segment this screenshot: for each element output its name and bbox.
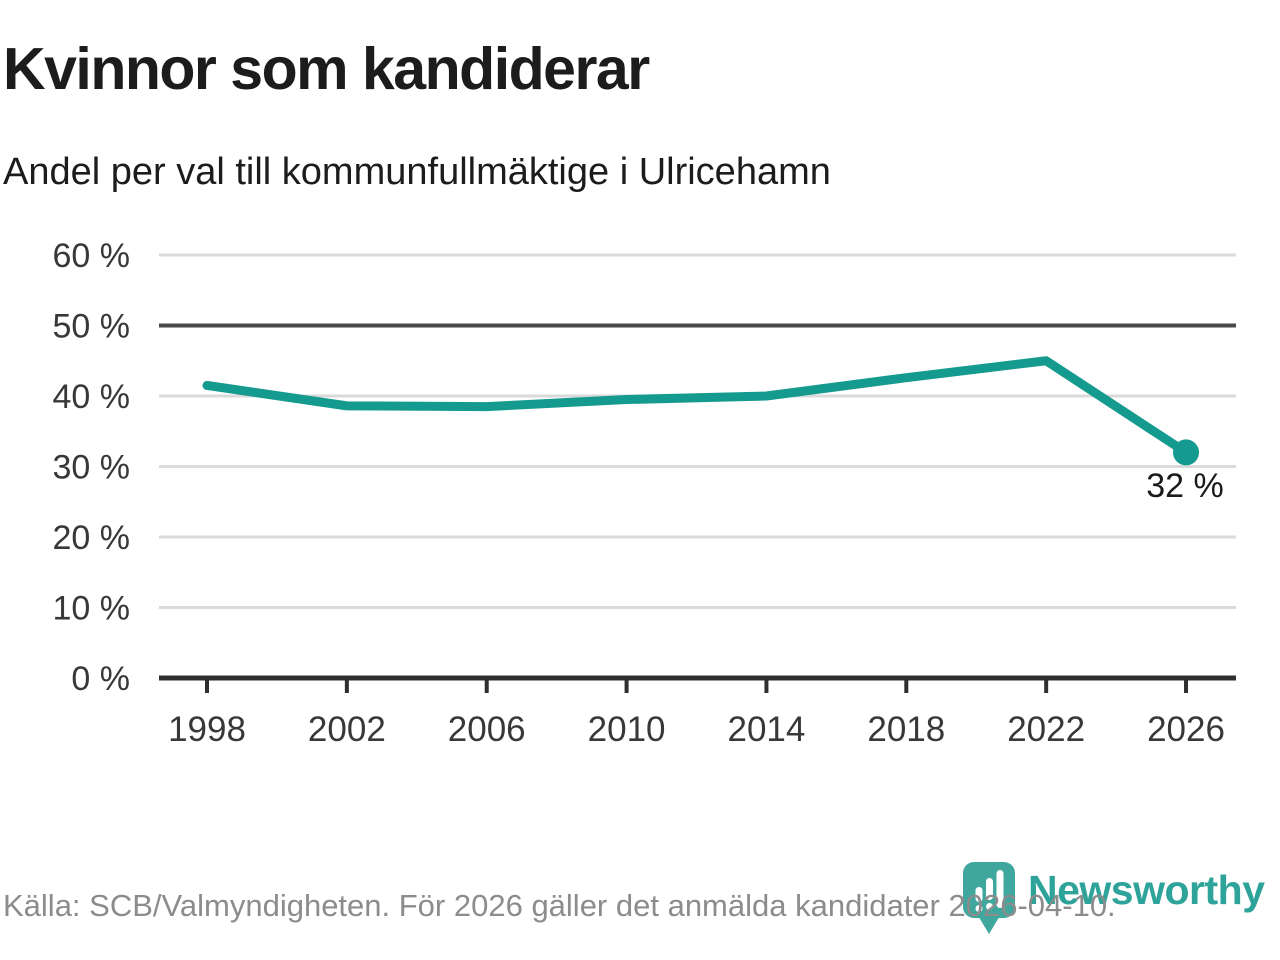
x-tick-label: 2022 bbox=[1007, 710, 1085, 749]
chart-subtitle: Andel per val till kommunfullmäktige i U… bbox=[3, 151, 831, 193]
x-tick-label: 2026 bbox=[1147, 710, 1225, 749]
end-point-label: 32 % bbox=[1146, 467, 1224, 505]
newsworthy-logo: Newsworthy bbox=[962, 858, 1280, 948]
y-tick-label: 20 % bbox=[53, 519, 131, 557]
chart-title: Kvinnor som kandiderar bbox=[3, 36, 650, 102]
source-note: Källa: SCB/Valmyndigheten. För 2026 gäll… bbox=[3, 888, 1116, 923]
y-tick-label: 30 % bbox=[53, 449, 131, 487]
data-line bbox=[202, 356, 1191, 457]
x-tick-label: 2010 bbox=[588, 710, 666, 749]
newsworthy-logo-icon bbox=[963, 862, 1015, 934]
newsworthy-logo-text: Newsworthy bbox=[1028, 867, 1265, 913]
x-tick-label: 2002 bbox=[308, 710, 386, 749]
x-tick-label: 2014 bbox=[728, 710, 806, 749]
y-tick-label: 40 % bbox=[53, 378, 131, 416]
x-tick-label: 2018 bbox=[867, 710, 945, 749]
y-tick-label: 10 % bbox=[53, 590, 131, 628]
y-tick-label: 60 % bbox=[53, 237, 131, 275]
y-tick-label: 0 % bbox=[71, 660, 130, 698]
x-tick-label: 2006 bbox=[448, 710, 526, 749]
x-tick-label: 1998 bbox=[168, 710, 246, 749]
y-tick-label: 50 % bbox=[53, 308, 131, 346]
end-point-marker bbox=[1173, 439, 1200, 466]
